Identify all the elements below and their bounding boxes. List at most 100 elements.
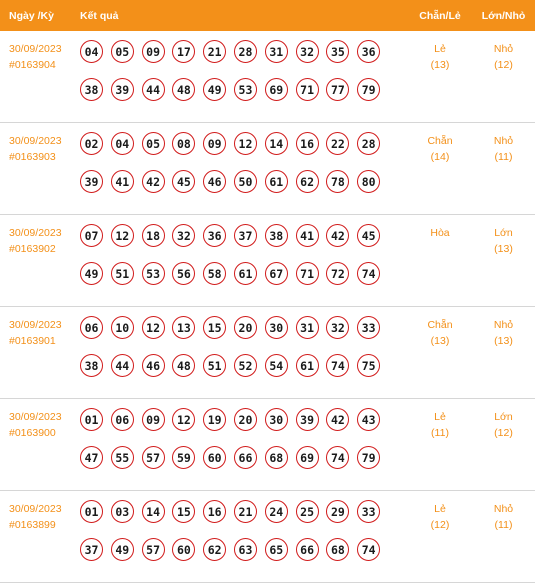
draw-date: 30/09/2023 xyxy=(9,43,62,55)
number-ball: 29 xyxy=(326,500,350,523)
number-ball: 61 xyxy=(264,170,288,193)
number-ball: 32 xyxy=(295,40,319,63)
number-ball: 71 xyxy=(295,262,319,285)
even-odd-count: (14) xyxy=(430,151,450,163)
number-ball: 65 xyxy=(264,538,288,561)
result-balls: 07 12 18 32 36 37 38 41 42 45 49 51 53 56 58 61 67 71 72 74 xyxy=(78,215,408,306)
number-ball: 48 xyxy=(172,354,196,377)
number-ball: 79 xyxy=(357,446,381,469)
number-ball: 33 xyxy=(357,500,381,523)
number-ball: 43 xyxy=(357,408,381,431)
number-ball: 60 xyxy=(172,538,196,561)
big-small-cell: Nhỏ (12) xyxy=(472,31,535,122)
table-row: 30/09/2023 #0163899 01 03 14 15 16 21 24 25 29 33 37… xyxy=(0,491,535,583)
number-ball: 05 xyxy=(141,132,165,155)
number-ball: 21 xyxy=(203,40,227,63)
table-body: 30/09/2023 #0163904 04 05 09 17 21 28 31 32 35 36 38… xyxy=(0,31,535,583)
number-ball: 15 xyxy=(203,316,227,339)
number-ball: 66 xyxy=(295,538,319,561)
table-row: 30/09/2023 #0163903 02 04 05 08 09 12 14 16 22 28 39… xyxy=(0,123,535,215)
number-ball: 42 xyxy=(141,170,165,193)
number-ball: 48 xyxy=(172,78,196,101)
number-ball: 09 xyxy=(141,408,165,431)
number-ball: 37 xyxy=(233,224,257,247)
header-even-odd: Chẵn/Lẻ xyxy=(419,9,461,22)
number-ball: 12 xyxy=(110,224,134,247)
number-ball: 46 xyxy=(203,170,227,193)
number-ball: 38 xyxy=(80,354,103,377)
draw-id-link[interactable]: #0163900 xyxy=(9,427,56,439)
number-ball: 59 xyxy=(172,446,196,469)
number-ball: 69 xyxy=(264,78,288,101)
even-odd-cell: Lẻ (11) xyxy=(408,399,472,490)
number-ball: 56 xyxy=(172,262,196,285)
number-ball: 49 xyxy=(80,262,103,285)
number-ball: 44 xyxy=(141,78,165,101)
number-ball: 74 xyxy=(326,446,350,469)
big-small-result: Nhỏ xyxy=(493,503,514,515)
number-ball: 17 xyxy=(172,40,196,63)
number-ball: 39 xyxy=(110,78,134,101)
number-ball: 12 xyxy=(141,316,165,339)
big-small-result: Nhỏ xyxy=(493,43,514,55)
table-row: 30/09/2023 #0163901 06 10 12 13 15 20 30 31 32 33 38… xyxy=(0,307,535,399)
number-ball: 09 xyxy=(141,40,165,63)
number-ball: 38 xyxy=(80,78,103,101)
even-odd-count: (13) xyxy=(430,59,450,71)
draw-id-link[interactable]: #0163899 xyxy=(9,519,56,531)
big-small-cell: Lớn (13) xyxy=(472,215,535,306)
even-odd-result: Hòa xyxy=(430,227,450,239)
number-ball: 50 xyxy=(233,170,257,193)
number-ball: 58 xyxy=(203,262,227,285)
table-row: 30/09/2023 #0163904 04 05 09 17 21 28 31 32 35 36 38… xyxy=(0,31,535,123)
table-row: 30/09/2023 #0163902 07 12 18 32 36 37 38 41 42 45 49… xyxy=(0,215,535,307)
big-small-count: (13) xyxy=(494,335,513,347)
even-odd-count: (11) xyxy=(431,427,449,439)
number-ball: 63 xyxy=(233,538,257,561)
big-small-count: (13) xyxy=(494,243,513,255)
result-balls: 01 03 14 15 16 21 24 25 29 33 37 49 57 60 62 63 65 66 68 74 xyxy=(78,491,408,582)
number-ball: 04 xyxy=(110,132,134,155)
number-ball: 79 xyxy=(357,78,381,101)
number-ball: 14 xyxy=(264,132,288,155)
draw-info: 30/09/2023 #0163901 xyxy=(0,307,78,398)
draw-id-link[interactable]: #0163902 xyxy=(9,243,56,255)
number-ball: 57 xyxy=(141,538,165,561)
number-ball: 28 xyxy=(357,132,381,155)
draw-info: 30/09/2023 #0163904 xyxy=(0,31,78,122)
number-ball: 74 xyxy=(357,262,381,285)
number-ball: 47 xyxy=(80,446,103,469)
number-ball: 49 xyxy=(203,78,227,101)
number-ball: 74 xyxy=(326,354,350,377)
draw-id-link[interactable]: #0163901 xyxy=(9,335,56,347)
number-ball: 68 xyxy=(264,446,288,469)
even-odd-cell: Lẻ (13) xyxy=(408,31,472,122)
even-odd-cell: Hòa xyxy=(408,215,472,306)
draw-date: 30/09/2023 xyxy=(9,227,62,239)
draw-id-link[interactable]: #0163903 xyxy=(9,151,56,163)
number-ball: 71 xyxy=(295,78,319,101)
number-ball: 52 xyxy=(233,354,257,377)
number-ball: 66 xyxy=(233,446,257,469)
number-ball: 77 xyxy=(326,78,350,101)
number-ball: 39 xyxy=(295,408,319,431)
big-small-cell: Nhỏ (13) xyxy=(472,307,535,398)
draw-date: 30/09/2023 xyxy=(9,503,62,515)
number-ball: 51 xyxy=(110,262,134,285)
number-ball: 20 xyxy=(233,316,257,339)
number-ball: 01 xyxy=(80,408,103,431)
number-ball: 36 xyxy=(357,40,381,63)
number-ball: 18 xyxy=(141,224,165,247)
number-ball: 80 xyxy=(357,170,381,193)
draw-id-link[interactable]: #0163904 xyxy=(9,59,56,71)
number-ball: 02 xyxy=(80,132,103,155)
number-ball: 60 xyxy=(203,446,227,469)
number-ball: 06 xyxy=(80,316,103,339)
number-ball: 13 xyxy=(172,316,196,339)
number-ball: 01 xyxy=(80,500,103,523)
number-ball: 46 xyxy=(141,354,165,377)
number-ball: 33 xyxy=(357,316,381,339)
number-ball: 22 xyxy=(326,132,350,155)
number-ball: 16 xyxy=(203,500,227,523)
number-ball: 41 xyxy=(295,224,319,247)
